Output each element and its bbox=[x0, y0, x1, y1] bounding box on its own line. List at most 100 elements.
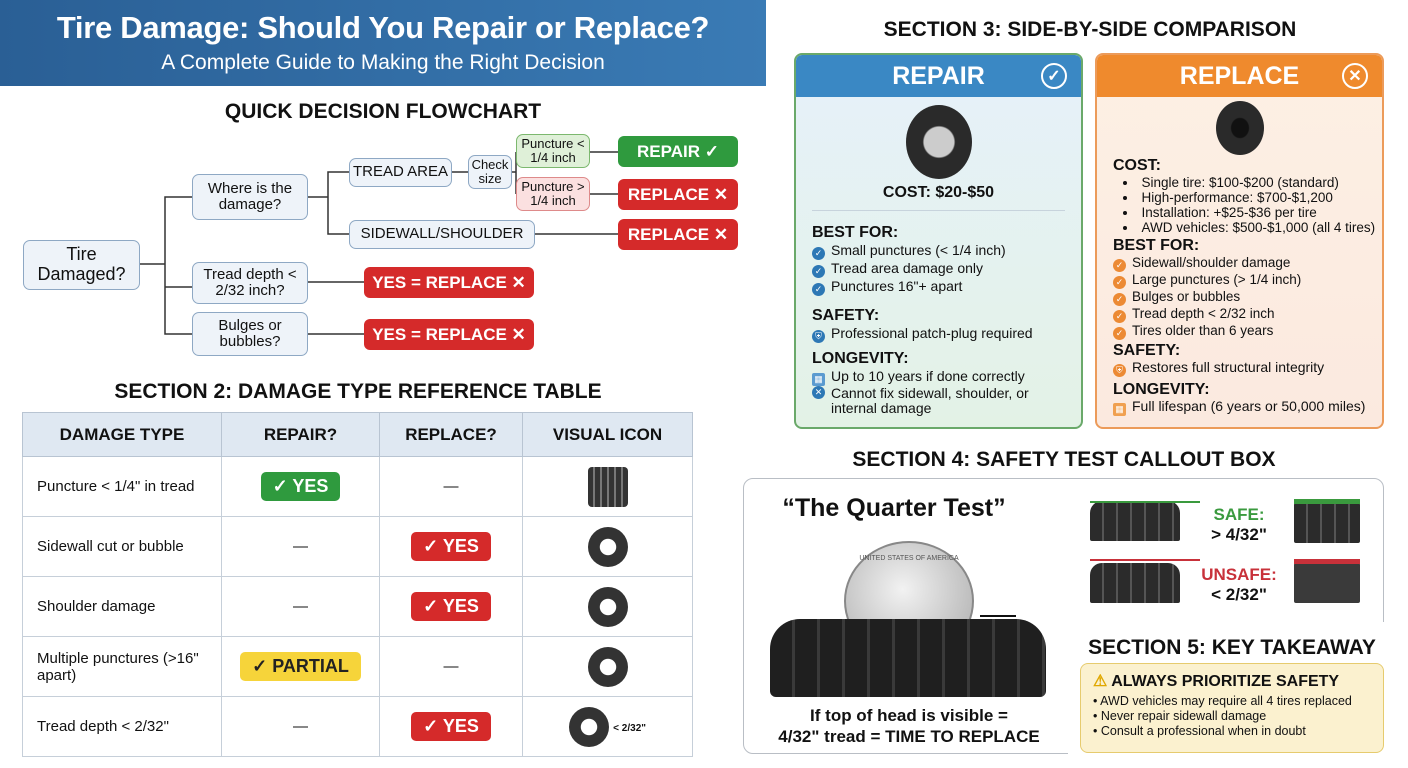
flow-large-puncture: Puncture > 1/4 inch bbox=[516, 177, 590, 211]
list-item: ✓ Large punctures (> 1/4 inch) bbox=[1113, 272, 1366, 289]
table-row: Shoulder damage — ✓ YES bbox=[22, 576, 693, 637]
list-item: ✓ Sidewall/shoulder damage bbox=[1113, 255, 1366, 272]
list-item: Single tire: $100-$200 (standard) bbox=[1123, 175, 1366, 190]
tire-shoulder-icon bbox=[587, 586, 628, 627]
flowchart-title: QUICK DECISION FLOWCHART bbox=[224, 100, 542, 123]
tire-gauge-icon bbox=[569, 706, 609, 747]
list-item: ✕ Cannot fix sidewall, shoulder, or inter… bbox=[812, 386, 1065, 416]
repair-badge: ✓ PARTIAL bbox=[240, 652, 361, 681]
flow-yes-replace: YES = REPLACE ✕ bbox=[364, 319, 534, 350]
unsafe-label: UNSAFE: < 2/32" bbox=[1201, 565, 1277, 604]
damage-type: Multiple punctures (>16" apart) bbox=[22, 636, 222, 697]
flowchart-connectors bbox=[140, 151, 618, 335]
unsafe-line bbox=[1090, 559, 1200, 561]
takeaway-title: SECTION 5: KEY TAKEAWAY bbox=[1088, 636, 1376, 659]
repair-label: REPAIR bbox=[892, 61, 985, 90]
replace-card: REPLACE ✕ COST: Single tire: $100-$200 (s… bbox=[1095, 53, 1384, 429]
page-title: Tire Damage: Should You Repair or Replac… bbox=[56, 10, 710, 45]
flow-where: Where is the damage? bbox=[192, 174, 308, 220]
replace-badge: ✓ YES bbox=[411, 712, 491, 741]
list-item: ✓ Tires older than 6 years bbox=[1113, 323, 1366, 340]
list-item: • Never repair sidewall damage bbox=[1093, 709, 1267, 723]
calendar-icon: ▦ bbox=[1113, 403, 1126, 416]
safety-test-box: “The Quarter Test” UNITED STATES OF AMER… bbox=[743, 478, 1384, 754]
damage-type: Tread depth < 2/32" bbox=[22, 696, 222, 757]
tire-icon bbox=[905, 105, 972, 179]
tire-bubble-icon bbox=[587, 526, 628, 567]
tire-icon bbox=[1215, 101, 1264, 155]
check-icon: ✓ bbox=[812, 265, 825, 278]
unsafe-bar bbox=[1294, 559, 1360, 564]
list-item: ✓ Bulges or bubbles bbox=[1113, 289, 1366, 306]
flow-tread-area: TREAD AREA bbox=[349, 158, 452, 187]
table-row: Puncture < 1/4" in tread ✓ YES — bbox=[22, 456, 693, 517]
list-item: • Consult a professional when in doubt bbox=[1093, 724, 1306, 738]
safe-line bbox=[1090, 501, 1200, 503]
list-item: ✓ Tread area damage only bbox=[812, 260, 1065, 278]
quarter-test-title: “The Quarter Test” bbox=[782, 494, 1006, 522]
longevity-label: LONGEVITY: bbox=[1113, 381, 1210, 398]
replace-label: REPLACE bbox=[1179, 61, 1300, 90]
list-item: • AWD vehicles may require all 4 tires r… bbox=[1093, 694, 1352, 708]
check-icon: ✓ bbox=[1113, 259, 1126, 272]
shield-icon: ⛨ bbox=[812, 330, 825, 343]
safe-tread-icon bbox=[1090, 501, 1180, 541]
check-icon: ✓ bbox=[812, 283, 825, 296]
list-item: ✓ Tread depth < 2/32 inch bbox=[1113, 306, 1366, 323]
list-item: ▦ Full lifespan (6 years or 50,000 miles) bbox=[1113, 399, 1366, 416]
damage-table: DAMAGE TYPE REPAIR? REPLACE? VISUAL ICON… bbox=[22, 412, 693, 757]
damage-type: Shoulder damage bbox=[22, 576, 222, 637]
check-icon: ✓ bbox=[1113, 310, 1126, 323]
list-item: ✓ Small punctures (< 1/4 inch) bbox=[812, 242, 1065, 260]
list-item: ✓ Punctures 16"+ apart bbox=[812, 278, 1065, 296]
header-banner: Tire Damage: Should You Repair or Replac… bbox=[0, 0, 766, 86]
calendar-icon: ▦ bbox=[812, 373, 825, 386]
page-subtitle: A Complete Guide to Making the Right Dec… bbox=[161, 51, 605, 74]
flow-start: Tire Damaged? bbox=[23, 240, 140, 290]
flow-replace-result: REPLACE ✕ bbox=[618, 179, 738, 210]
list-item: High-performance: $700-$1,200 bbox=[1123, 190, 1366, 205]
repair-cell: — bbox=[221, 696, 380, 757]
flow-replace-result: REPLACE ✕ bbox=[618, 219, 738, 250]
x-circle-icon: ✕ bbox=[1342, 63, 1368, 89]
list-item: ⛨ Professional patch-plug required bbox=[812, 325, 1065, 343]
replace-card-header: REPLACE ✕ bbox=[1097, 55, 1382, 97]
replace-badge: ✓ YES bbox=[411, 532, 491, 561]
safe-bar bbox=[1294, 499, 1360, 504]
repair-card: REPAIR ✓ COST: $20-$50 BEST FOR: ✓ Small p… bbox=[794, 53, 1083, 429]
col-header: REPLACE? bbox=[379, 412, 523, 457]
gauge-label: < 2/32" bbox=[613, 722, 646, 734]
safe-label: SAFE: > 4/32" bbox=[1211, 505, 1267, 544]
tire-punctures-icon bbox=[587, 646, 628, 687]
depth-line bbox=[980, 615, 1016, 617]
flow-tread-depth: Tread depth < 2/32 inch? bbox=[192, 262, 308, 304]
safety-test-title: SECTION 4: SAFETY TEST CALLOUT BOX bbox=[852, 448, 1276, 471]
list-item: AWD vehicles: $500-$1,000 (all 4 tires) bbox=[1123, 220, 1376, 235]
best-for-label: BEST FOR: bbox=[812, 224, 899, 241]
check-icon: ✓ bbox=[1113, 327, 1126, 340]
longevity-label: LONGEVITY: bbox=[812, 350, 909, 367]
takeaway-heading: ALWAYS PRIORITIZE SAFETY bbox=[1111, 673, 1340, 690]
safety-label: SAFETY: bbox=[1113, 342, 1181, 359]
check-icon: ✓ bbox=[812, 247, 825, 260]
col-header: DAMAGE TYPE bbox=[22, 412, 222, 457]
tread-nail-icon bbox=[587, 466, 628, 507]
safe-tread-icon bbox=[1294, 503, 1360, 543]
warning-icon: ⚠ bbox=[1093, 673, 1108, 690]
check-circle-icon: ✓ bbox=[1041, 63, 1067, 89]
flow-bulges: Bulges or bubbles? bbox=[192, 312, 308, 356]
col-header: REPAIR? bbox=[221, 412, 380, 457]
replace-cell: — bbox=[379, 636, 523, 697]
list-item: ⛨ Restores full structural integrity bbox=[1113, 360, 1366, 377]
quarter-caption: If top of head is visible = 4/32" tread =… bbox=[778, 706, 1040, 746]
repair-cell: — bbox=[221, 576, 380, 637]
flow-small-puncture: Puncture < 1/4 inch bbox=[516, 134, 590, 168]
tire-tread-image bbox=[770, 619, 1046, 697]
takeaway-box: ⚠ ALWAYS PRIORITIZE SAFETY • AWD vehicle… bbox=[1080, 663, 1384, 753]
replace-cell: — bbox=[379, 456, 523, 517]
col-header: VISUAL ICON bbox=[522, 412, 693, 457]
list-item: Installation: +$25-$36 per tire bbox=[1123, 205, 1366, 220]
table-row: Tread depth < 2/32" — ✓ YES < 2/32" bbox=[22, 696, 693, 757]
safety-label: SAFETY: bbox=[812, 307, 880, 324]
replace-badge: ✓ YES bbox=[411, 592, 491, 621]
